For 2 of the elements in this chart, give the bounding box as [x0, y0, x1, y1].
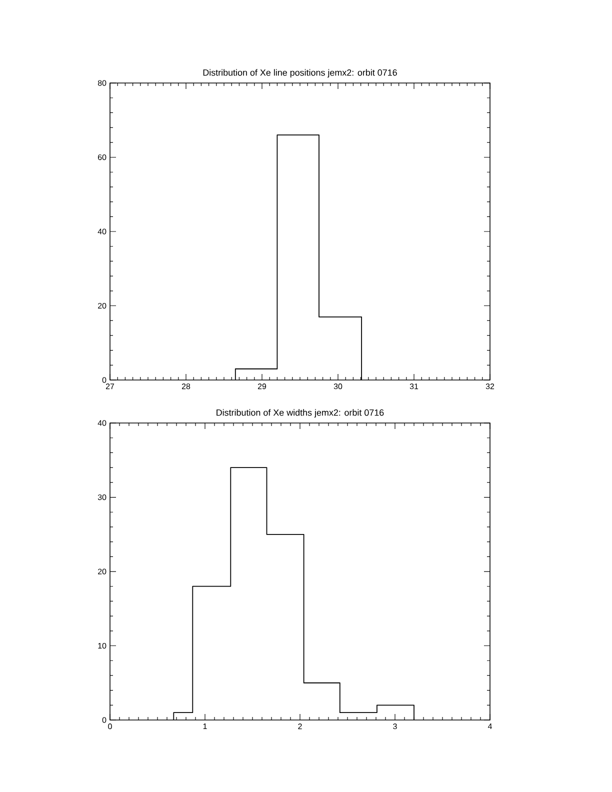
chart-title: Distribution of Xe line positions jemx2: orbit 0716 [203, 69, 397, 78]
chart-title: Distribution of Xe widths jemx2: orbit 0716 [216, 409, 384, 418]
